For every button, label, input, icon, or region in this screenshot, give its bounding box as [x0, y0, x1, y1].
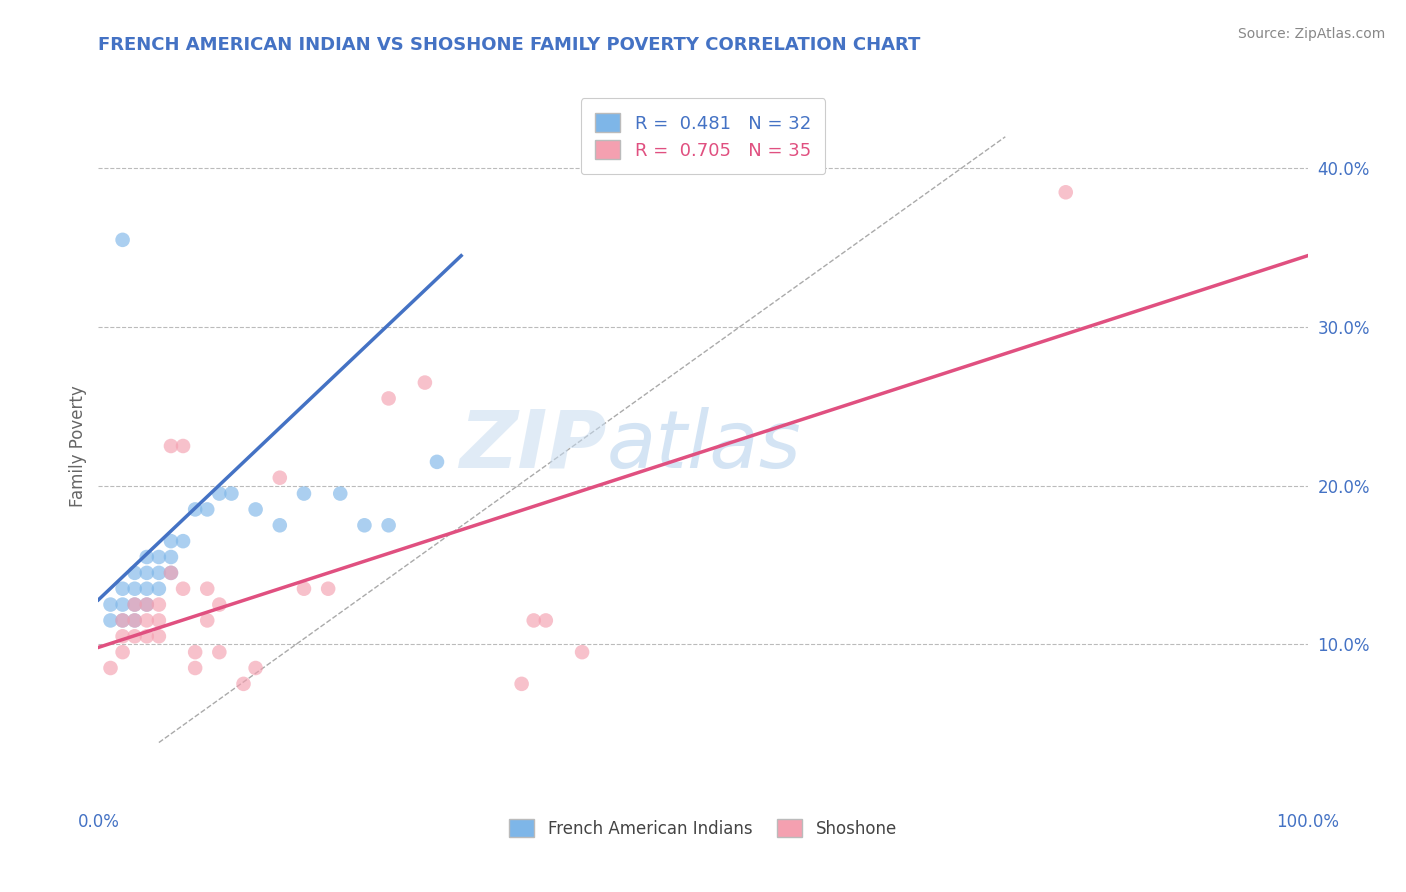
Point — [100, 598, 122, 612]
Point — [413, 376, 436, 390]
Text: atlas: atlas — [606, 407, 801, 485]
Legend: French American Indians, Shoshone: French American Indians, Shoshone — [502, 813, 904, 845]
Point — [160, 534, 183, 549]
Point — [269, 518, 291, 533]
Point — [292, 486, 315, 500]
Point — [160, 549, 183, 564]
Point — [160, 439, 183, 453]
Point — [124, 614, 146, 628]
Text: Source: ZipAtlas.com: Source: ZipAtlas.com — [1237, 27, 1385, 41]
Point — [426, 455, 449, 469]
Point — [124, 629, 146, 643]
Point — [111, 614, 134, 628]
Point — [135, 582, 157, 596]
Text: ZIP: ZIP — [458, 407, 606, 485]
Point — [208, 598, 231, 612]
Point — [160, 566, 183, 580]
Point — [195, 582, 218, 596]
Point — [377, 392, 399, 406]
Point — [534, 614, 557, 628]
Point — [184, 502, 207, 516]
Point — [111, 598, 134, 612]
Point — [377, 518, 399, 533]
Point — [316, 582, 339, 596]
Point — [232, 677, 254, 691]
Point — [160, 566, 183, 580]
Point — [111, 614, 134, 628]
Point — [269, 471, 291, 485]
Point — [100, 661, 122, 675]
Point — [124, 614, 146, 628]
Point — [135, 598, 157, 612]
Point — [195, 614, 218, 628]
Point — [172, 534, 194, 549]
Point — [510, 677, 533, 691]
Point — [135, 614, 157, 628]
Point — [148, 582, 170, 596]
Point — [148, 549, 170, 564]
Point — [523, 614, 546, 628]
Point — [124, 598, 146, 612]
Point — [184, 661, 207, 675]
Point — [208, 645, 231, 659]
Point — [1054, 186, 1077, 200]
Point — [135, 566, 157, 580]
Point — [184, 645, 207, 659]
Point — [245, 502, 267, 516]
Point — [124, 598, 146, 612]
Point — [124, 566, 146, 580]
Point — [111, 582, 134, 596]
Point — [329, 486, 352, 500]
Point — [148, 598, 170, 612]
Point — [195, 502, 218, 516]
Y-axis label: Family Poverty: Family Poverty — [69, 385, 87, 507]
Point — [111, 645, 134, 659]
Point — [172, 439, 194, 453]
Point — [221, 486, 243, 500]
Point — [571, 645, 593, 659]
Point — [135, 629, 157, 643]
Point — [124, 582, 146, 596]
Point — [353, 518, 375, 533]
Point — [100, 614, 122, 628]
Point — [208, 486, 231, 500]
Point — [172, 582, 194, 596]
Point — [111, 233, 134, 247]
Point — [245, 661, 267, 675]
Text: FRENCH AMERICAN INDIAN VS SHOSHONE FAMILY POVERTY CORRELATION CHART: FRENCH AMERICAN INDIAN VS SHOSHONE FAMIL… — [98, 36, 921, 54]
Point — [135, 549, 157, 564]
Point — [292, 582, 315, 596]
Point — [148, 629, 170, 643]
Point — [135, 598, 157, 612]
Point — [111, 629, 134, 643]
Point — [148, 566, 170, 580]
Point — [148, 614, 170, 628]
